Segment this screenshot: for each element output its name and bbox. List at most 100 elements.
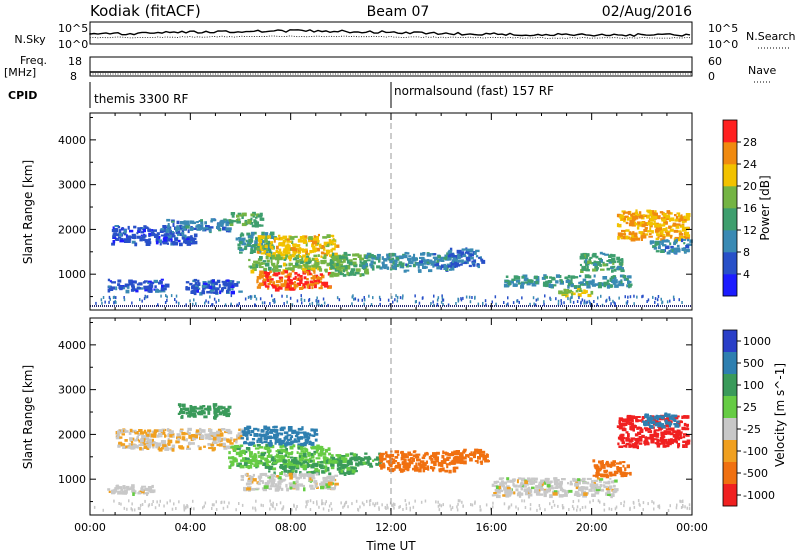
power-echo-cell [392,300,394,304]
velocity-echo-cell [435,460,439,463]
power-echo-region [361,252,408,271]
power-echo-cell [574,276,579,279]
power-echo-cell [673,229,679,233]
velocity-echo-cell [300,475,303,479]
velocity-echo-cell [674,423,680,428]
velocity-echo-cell [433,462,437,466]
power-echo-cell [170,294,173,298]
power-echo-cell [494,295,497,299]
power-echo-region [616,209,691,242]
velocity-echo-cell [305,440,309,443]
power-echo-cell [652,295,654,299]
velocity-echo-cell [245,465,250,469]
velocity-echo-cell [517,485,522,488]
velocity-echo-cell [592,499,594,503]
power-echo-region [503,274,633,289]
velocity-echo-cell [230,463,234,467]
power-echo-cell [269,256,274,260]
power-echo-cell [606,267,610,271]
power-echo-cell [299,286,303,290]
velocity-echo-cell [175,507,177,510]
velocity-echo-cell [538,483,542,487]
velocity-echo-cell [621,441,625,445]
power-echo-cell [417,269,422,272]
velocity-echo-cell [637,437,643,442]
velocity-echo-cell [226,445,231,449]
velocity-echo-cell [288,482,293,485]
power-echo-region [165,218,232,234]
velocity-echo-cell [318,505,320,509]
velocity-echo-cell [143,443,146,446]
velocity-echo-cell [252,444,256,447]
velocity-echo-cell [239,464,245,469]
velocity-echo-cell [260,453,266,456]
power-echo-cell [130,288,134,292]
power-echo-cell [301,285,304,289]
velocity-echo-cell [215,500,217,504]
power-echo-cell [588,275,592,279]
velocity-echo-cell [150,433,156,438]
velocity-colorbar-cell [723,330,737,353]
velocity-echo-cell [140,447,144,451]
velocity-echo-cell [148,503,151,507]
velocity-echo-cell [407,458,412,462]
velocity-echo-cell [141,503,144,506]
velocity-echo-cell [380,466,383,470]
velocity-echo-cell [308,460,312,463]
power-echo-cell [203,282,208,286]
velocity-echo-cell [581,477,586,481]
velocity-echo-cell [302,464,308,469]
velocity-echo-cell [550,485,554,488]
velocity-echo-cell [492,501,494,505]
power-echo-cell [308,286,311,289]
power-echo-cell [333,266,337,270]
power-echo-cell [465,295,468,299]
velocity-echo-cell [309,484,314,488]
power-echo-cell [157,303,159,307]
power-echo-cell [647,230,652,233]
power-echo-cell [172,223,175,227]
velocity-echo-cell [316,450,319,454]
velocity-echo-cell [220,442,226,447]
power-echo-cell [654,210,657,214]
power-echo-cell [636,295,638,299]
velocity-echo-cell [549,502,551,506]
velocity-echo-cell [687,423,689,427]
velocity-echo-cell [295,483,300,487]
power-echo-region [649,238,693,255]
power-echo-cell [612,275,616,279]
velocity-echo-cell [277,456,280,459]
velocity-echo-cell [346,466,351,471]
velocity-echo-cell [644,443,647,446]
velocity-echo-cell [405,503,407,507]
velocity-echo-cell [325,483,329,486]
power-echo-cell [254,247,258,250]
velocity-echo-cell [642,508,644,512]
velocity-echo-cell [236,447,240,451]
power-echo-cell [256,244,260,248]
velocity-echo-cell [232,449,237,452]
velocity-echo-cell [673,416,677,420]
power-echo-cell [572,300,575,304]
velocity-echo-cell [162,431,166,435]
velocity-echo-cell [264,457,268,462]
power-echo-cell [177,233,182,236]
power-echo-cell [656,298,659,302]
power-echo-cell [567,285,570,289]
velocity-echo-cell [122,485,126,489]
velocity-echo-cell [254,506,256,510]
power-colorbar-cell [723,230,737,253]
velocity-echo-cell [682,444,686,448]
velocity-echo-cell [618,445,624,448]
power-echo-cell [362,265,366,269]
velocity-echo-cell [686,506,688,510]
power-echo-cell [673,298,675,301]
velocity-echo-cell [241,430,246,433]
power-echo-cell [631,234,636,239]
velocity-echo-cell [477,456,481,460]
power-echo-cell [205,225,210,229]
power-echo-cell [304,257,309,261]
velocity-echo-cell [270,442,273,447]
velocity-echo-cell [623,504,625,508]
power-echo-cell [544,294,546,298]
